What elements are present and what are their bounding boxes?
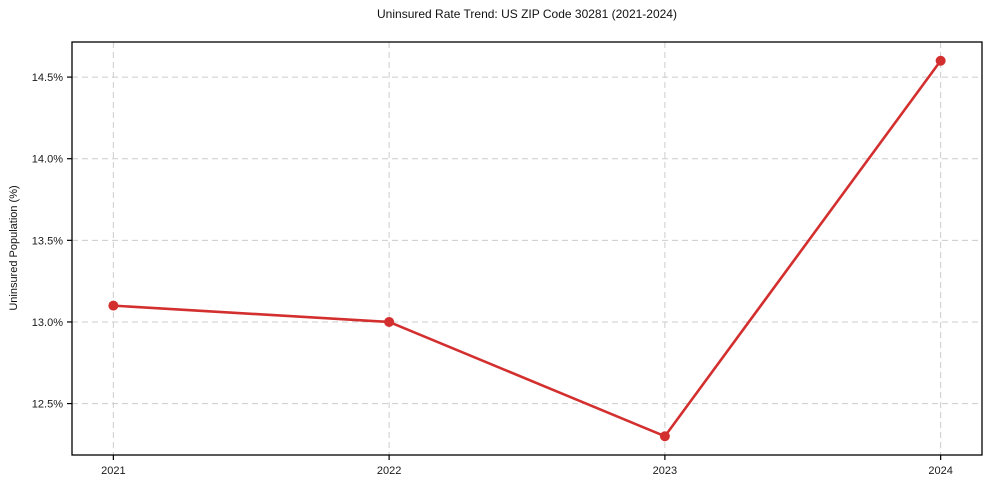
y-tick-label: 13.5% <box>32 235 63 247</box>
data-point <box>935 55 946 66</box>
x-tick-label: 2023 <box>653 465 677 477</box>
data-point <box>108 300 119 311</box>
chart-title: Uninsured Rate Trend: US ZIP Code 30281 … <box>377 7 677 21</box>
y-tick-label: 13.0% <box>32 317 63 329</box>
x-tick-label: 2022 <box>377 465 401 477</box>
y-tick-label: 14.0% <box>32 154 63 166</box>
trend-line <box>112 59 942 438</box>
plot-border <box>71 41 983 456</box>
x-tick-label: 2024 <box>928 465 952 477</box>
y-tick-label: 14.5% <box>32 72 63 84</box>
data-point <box>384 316 395 327</box>
y-tick-label: 12.5% <box>32 399 63 411</box>
x-tick-label: 2021 <box>101 465 125 477</box>
data-point <box>659 431 670 442</box>
